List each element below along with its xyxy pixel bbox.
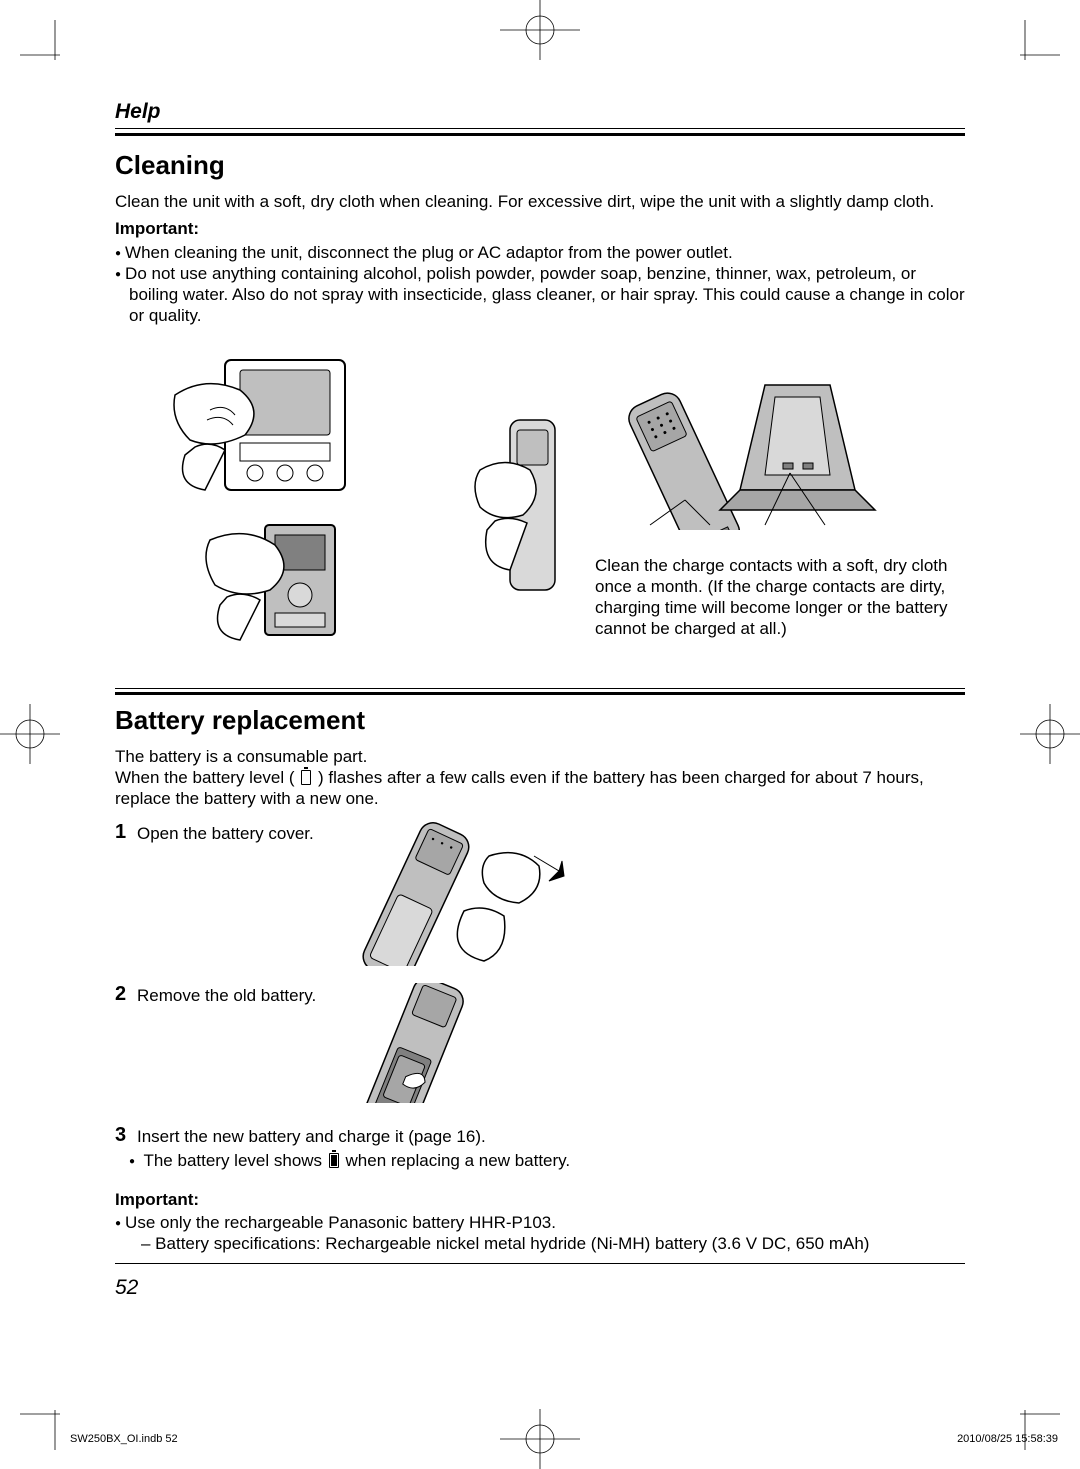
battery-important-label: Important: xyxy=(115,1189,965,1210)
cleaning-illustrations: Clean the charge contacts with a soft, d… xyxy=(115,355,965,660)
step-text: Remove the old battery. xyxy=(137,983,316,1006)
battery-full-icon xyxy=(329,1153,339,1168)
step3-sub-b: when replacing a new battery. xyxy=(346,1151,571,1170)
page-number: 52 xyxy=(115,1276,965,1300)
illus-charger-contacts xyxy=(595,355,885,530)
battery-intro2a: When the battery level ( xyxy=(115,768,295,787)
step-2: 2 Remove the old battery. xyxy=(115,983,965,1108)
cleaning-intro: Clean the unit with a soft, dry cloth wh… xyxy=(115,191,965,212)
battery-important-bullets: Use only the rechargeable Panasonic batt… xyxy=(115,1212,965,1233)
section-header: Help xyxy=(115,100,965,129)
battery-intro1: The battery is a consumable part. xyxy=(115,746,965,767)
cleaning-bullet: When cleaning the unit, disconnect the p… xyxy=(115,242,965,263)
footer-rule xyxy=(115,1263,965,1264)
battery-empty-icon xyxy=(301,770,311,785)
cleaning-bullets: When cleaning the unit, disconnect the p… xyxy=(115,242,965,327)
step-text: Open the battery cover. xyxy=(137,821,314,844)
illus-doorphone-wipe xyxy=(115,515,355,655)
charger-caption: Clean the charge contacts with a soft, d… xyxy=(595,555,965,640)
page-content: Help Cleaning Clean the unit with a soft… xyxy=(115,100,965,1300)
step-1: 1 Open the battery cover. xyxy=(115,821,965,971)
illus-remove-battery xyxy=(346,983,566,1103)
footer-filename: SW250BX_OI.indb 52 xyxy=(70,1433,178,1445)
step-text: Insert the new battery and charge it (pa… xyxy=(137,1124,486,1147)
battery-title: Battery replacement xyxy=(115,705,965,736)
illus-monitor-wipe xyxy=(115,355,355,505)
cleaning-bullet: Do not use anything containing alcohol, … xyxy=(115,263,965,327)
footer-timestamp: 2010/08/25 15:58:39 xyxy=(957,1433,1058,1445)
step-3: 3 Insert the new battery and charge it (… xyxy=(115,1124,965,1147)
step-number: 3 xyxy=(115,1124,129,1147)
battery-imp-dash: – Battery specifications: Rechargeable n… xyxy=(115,1233,965,1254)
illus-handset-wipe xyxy=(465,415,575,615)
step-3-sub: The battery level shows when replacing a… xyxy=(115,1150,965,1171)
step-number: 1 xyxy=(115,821,129,844)
illus-open-cover xyxy=(344,821,594,966)
rule-thick xyxy=(115,133,965,136)
cleaning-title: Cleaning xyxy=(115,150,965,181)
step-number: 2 xyxy=(115,983,129,1006)
rule-double-bottom xyxy=(115,692,965,695)
cleaning-important-label: Important: xyxy=(115,218,965,239)
battery-imp-bullet: Use only the rechargeable Panasonic batt… xyxy=(115,1212,965,1233)
step3-sub-a: The battery level shows xyxy=(143,1151,322,1170)
battery-intro2: When the battery level ( ) flashes after… xyxy=(115,767,965,810)
